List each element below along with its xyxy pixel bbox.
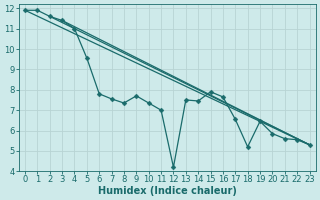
- X-axis label: Humidex (Indice chaleur): Humidex (Indice chaleur): [98, 186, 237, 196]
